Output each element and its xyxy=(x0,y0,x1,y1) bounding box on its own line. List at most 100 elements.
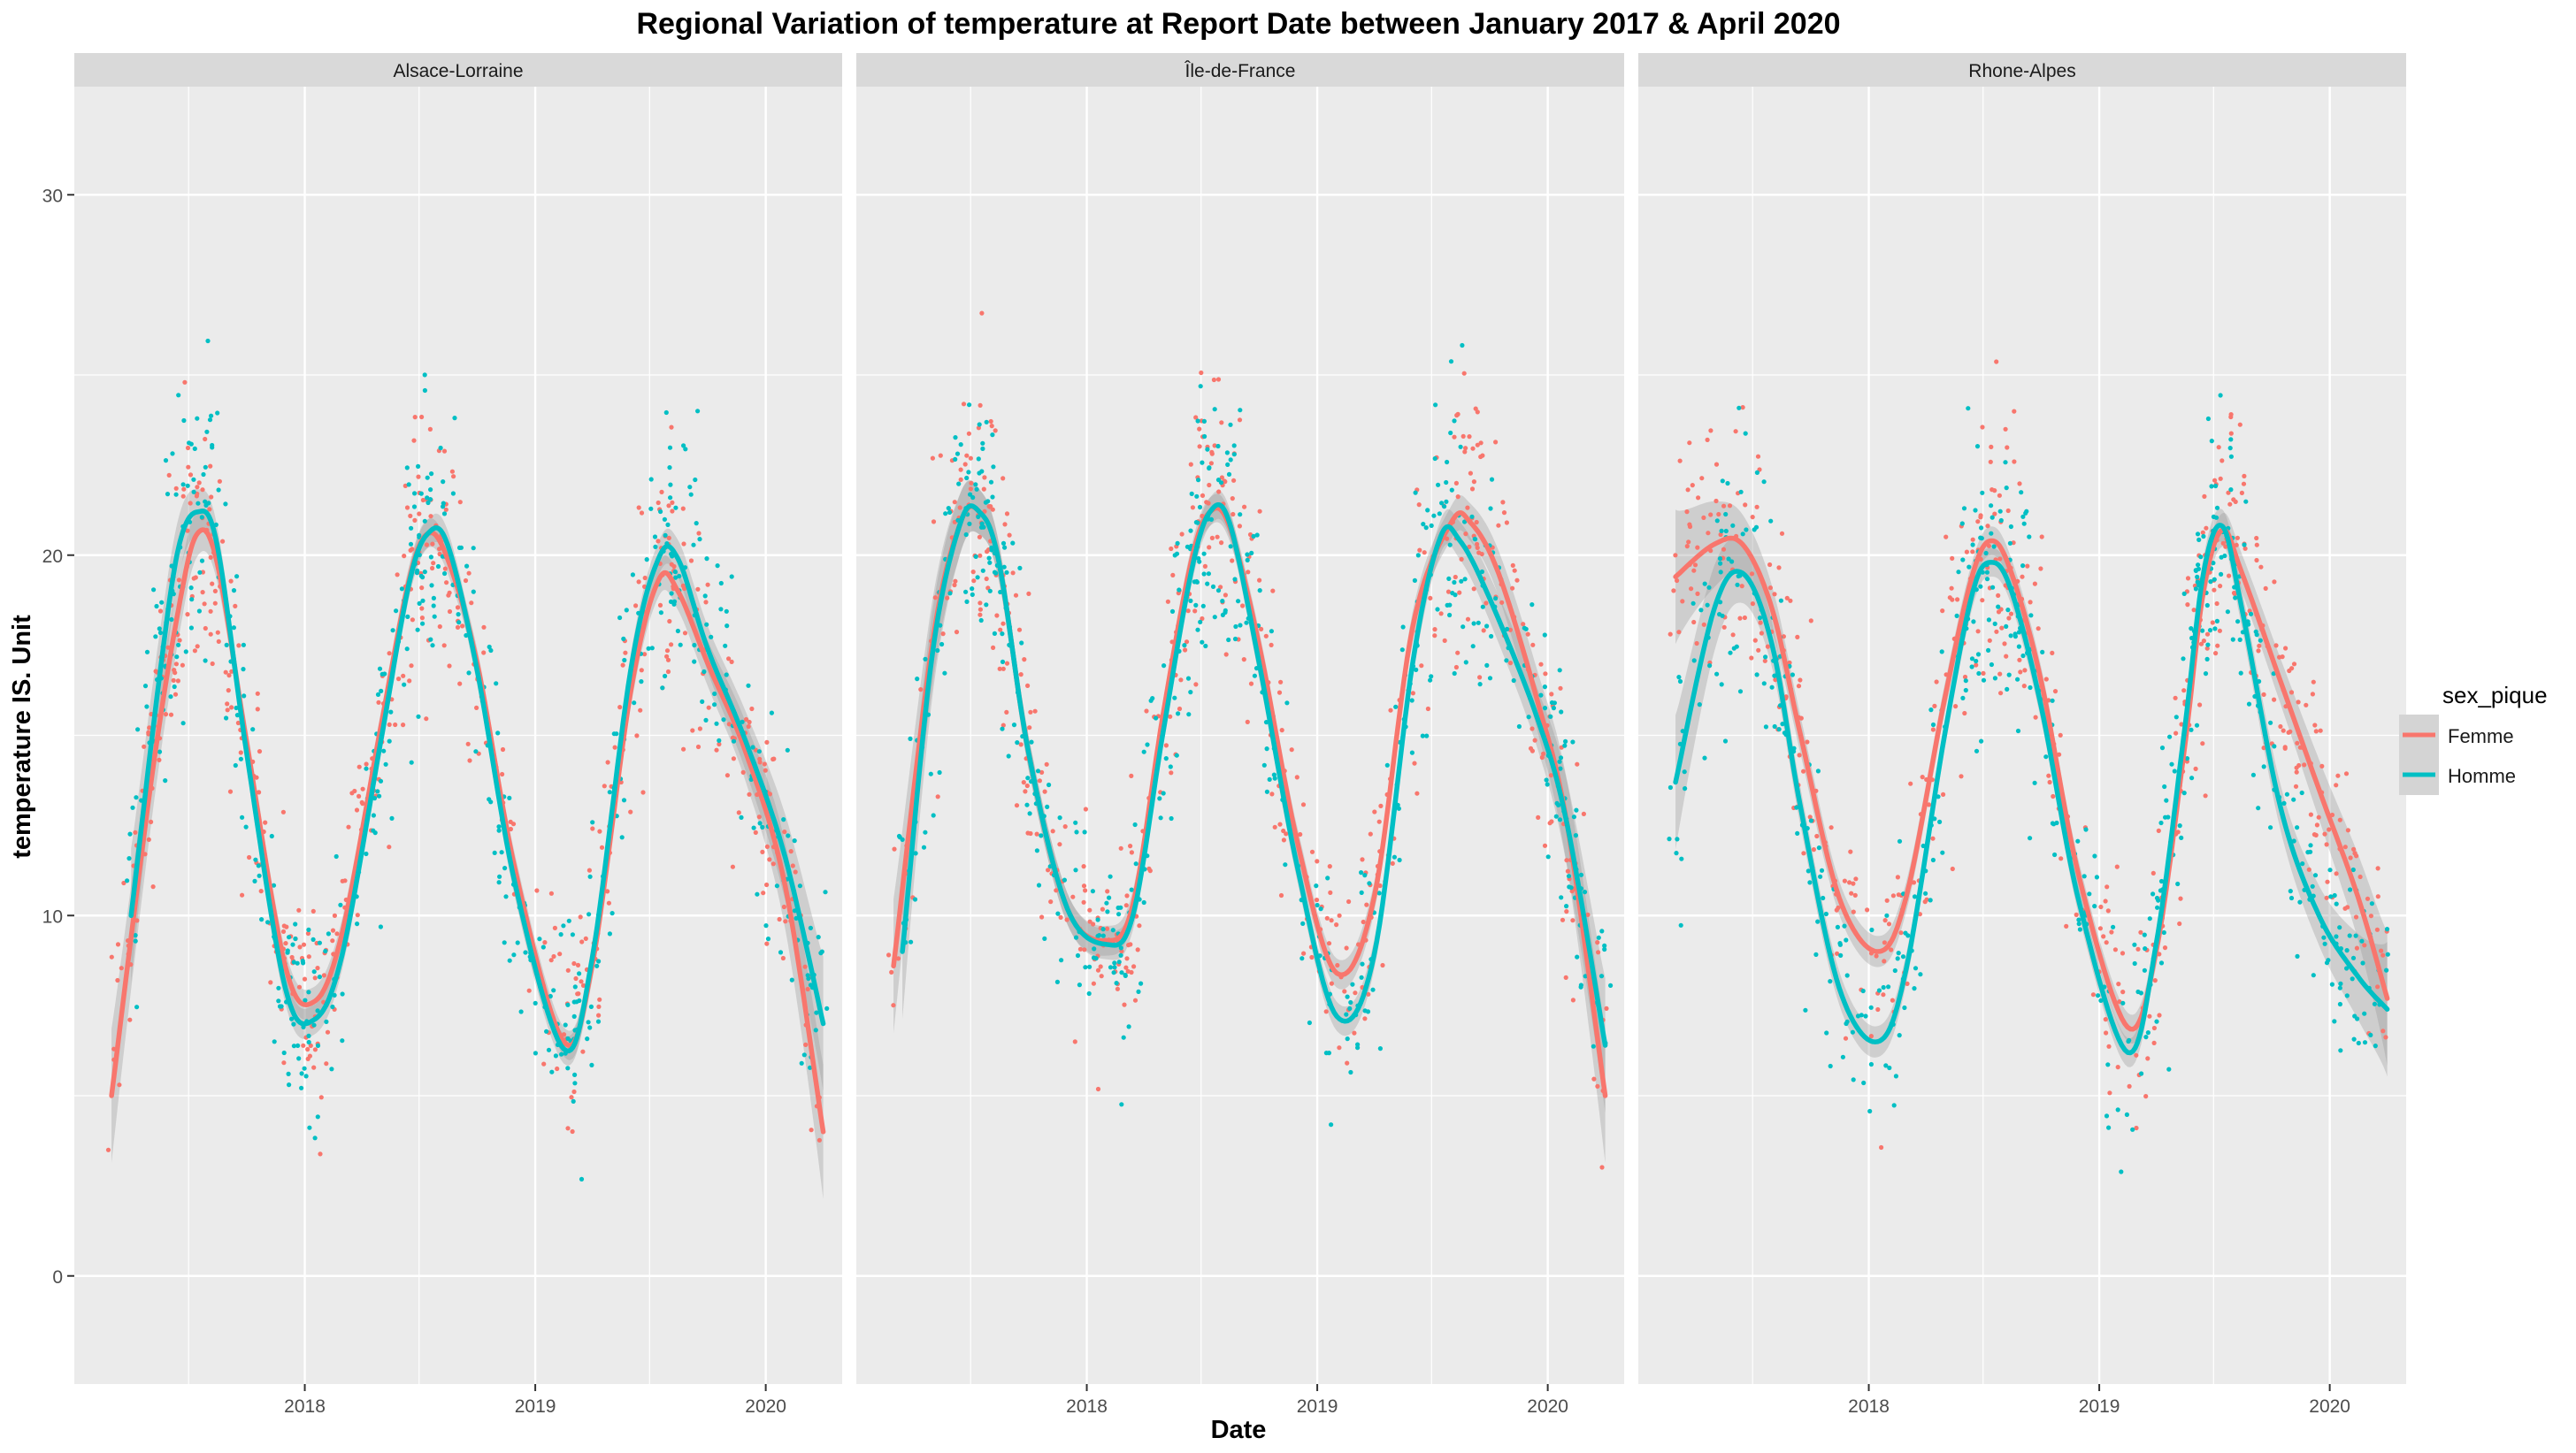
point xyxy=(1362,873,1368,878)
point xyxy=(579,979,584,984)
point xyxy=(196,480,202,486)
point xyxy=(1228,544,1233,549)
point xyxy=(234,574,240,579)
point xyxy=(1267,776,1272,783)
point xyxy=(896,833,902,839)
point xyxy=(1556,802,1561,808)
point xyxy=(387,651,392,656)
point xyxy=(988,418,993,424)
point xyxy=(1000,726,1005,731)
point xyxy=(1955,597,1960,602)
point xyxy=(1997,509,2003,514)
point xyxy=(1073,820,1078,825)
point xyxy=(1216,489,1222,494)
point xyxy=(1790,672,1795,677)
point xyxy=(1315,859,1320,864)
point xyxy=(683,447,688,452)
point xyxy=(1236,599,1241,604)
point xyxy=(495,730,501,736)
point xyxy=(1091,981,1096,986)
point xyxy=(1335,962,1340,968)
point xyxy=(1975,652,1982,657)
point xyxy=(985,549,990,554)
point xyxy=(571,1098,576,1104)
point xyxy=(1082,830,1087,835)
point xyxy=(441,643,447,648)
point xyxy=(1218,585,1223,590)
point xyxy=(2316,814,2321,820)
point xyxy=(2302,762,2307,768)
point xyxy=(2117,999,2122,1005)
point xyxy=(1186,712,1192,717)
point xyxy=(2050,821,2055,826)
point xyxy=(2311,679,2316,684)
point xyxy=(1570,998,1576,1003)
point xyxy=(1596,950,1601,955)
point xyxy=(1169,770,1174,776)
point xyxy=(2233,595,2238,600)
point xyxy=(2147,916,2152,922)
point xyxy=(115,977,120,983)
point xyxy=(146,837,151,843)
point xyxy=(695,586,701,592)
point xyxy=(175,678,180,684)
point xyxy=(1736,573,1741,579)
point xyxy=(2220,458,2225,463)
point xyxy=(1767,585,1773,591)
point xyxy=(1399,647,1405,653)
point xyxy=(747,792,752,797)
point xyxy=(2297,899,2303,905)
point xyxy=(157,608,164,614)
point xyxy=(172,668,177,673)
point xyxy=(323,948,328,954)
point xyxy=(915,677,920,682)
point xyxy=(579,939,585,944)
point xyxy=(656,500,661,506)
point xyxy=(1189,491,1194,497)
point xyxy=(2007,540,2012,546)
point xyxy=(1200,493,1206,499)
point xyxy=(1687,440,1692,446)
point xyxy=(1017,565,1023,571)
point xyxy=(1876,988,1882,993)
point xyxy=(585,1036,590,1042)
point xyxy=(1360,857,1365,862)
point xyxy=(287,935,292,940)
point xyxy=(1960,557,1966,562)
point xyxy=(2158,820,2164,826)
point xyxy=(406,482,411,487)
point xyxy=(238,756,243,761)
point xyxy=(1835,924,1840,929)
point xyxy=(1761,479,1767,485)
point xyxy=(587,874,593,879)
point xyxy=(1684,509,1690,515)
point xyxy=(133,830,138,835)
point xyxy=(1687,522,1692,527)
point xyxy=(1301,951,1307,956)
point xyxy=(755,891,760,897)
point xyxy=(987,560,993,565)
point xyxy=(247,854,252,860)
point xyxy=(1489,633,1494,639)
point xyxy=(1996,593,2001,599)
point xyxy=(1953,704,1959,709)
point xyxy=(2193,568,2198,574)
point xyxy=(1776,727,1782,732)
point xyxy=(1230,511,1236,517)
point xyxy=(1718,531,1723,538)
point xyxy=(2147,1013,2152,1019)
point xyxy=(931,813,936,818)
point xyxy=(1325,876,1330,881)
point xyxy=(770,756,776,762)
point xyxy=(563,1022,568,1028)
point xyxy=(2318,728,2323,733)
point xyxy=(1251,533,1256,539)
point xyxy=(730,864,736,869)
point xyxy=(801,1052,807,1058)
point xyxy=(2021,521,2027,526)
point xyxy=(1368,831,1373,837)
point xyxy=(2082,874,2087,879)
point xyxy=(968,492,973,497)
